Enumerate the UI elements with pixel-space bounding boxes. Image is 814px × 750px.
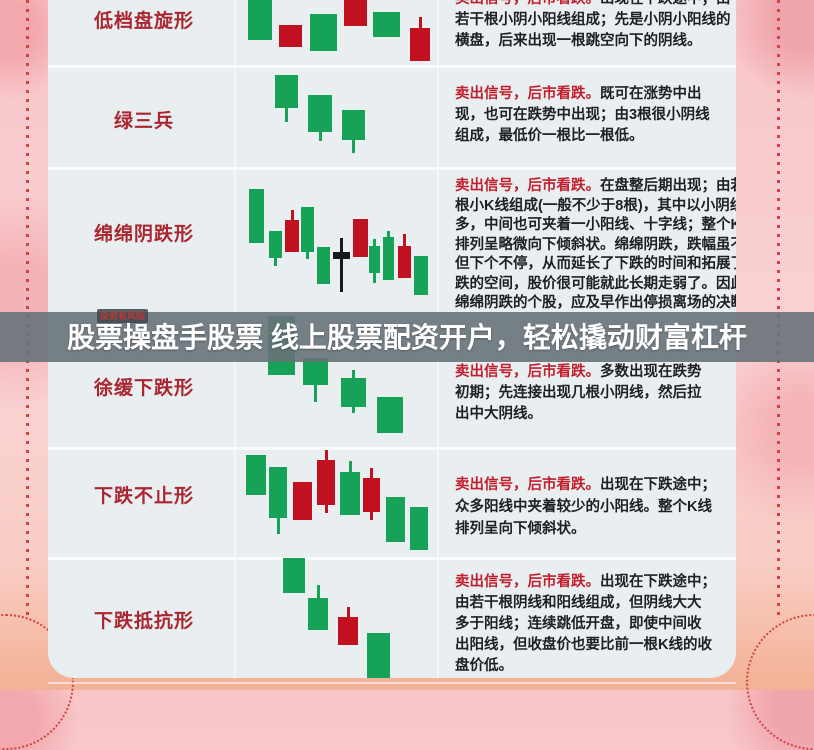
desc-line: 排列呈略微向下倾斜状。绵绵阴跌，跌幅虽不大 [455, 236, 736, 253]
signal-text: 卖出信号，后市看跌。 [455, 0, 600, 7]
pattern-description: 卖出信号，后市看跌。既可在涨势中出 现，也可在跌势中出现；由3根很小阴线 组成，最… [455, 84, 710, 147]
desc-line: 卖出信号，后市看跌。出现在下跌途中； [455, 474, 716, 496]
pattern-name: 徐缓下跌形 [93, 378, 194, 399]
desc-first-line-rest: 出现在下跌途中；由 [600, 0, 731, 7]
desc-line: 排列呈向下倾斜状。 [455, 521, 586, 537]
desc-line: 多，中间也可夹着一小阳线、十字线；整个K线 [455, 217, 736, 233]
pattern-description: 卖出信号，后市看跌。在盘整后期出现；由若干 根小K线组成(一般不少于8根)，其中… [455, 177, 736, 314]
signal-text: 卖出信号，后市看跌。 [455, 364, 600, 380]
table-row: 下跌不止形 卖出信号，后市看跌。出现在下跌途中； 众多阳线中夹着较少的小阳线。整… [48, 450, 736, 560]
pattern-name: 绿三兵 [113, 111, 174, 132]
desc-first-line-rest: 多数出现在跌势 [600, 364, 702, 380]
green-candle [340, 472, 360, 515]
desc-line: 绵绵阴跌的个股，应及早作出停损离场的决断。 [455, 295, 736, 311]
table-row: 下跌抵抗形 卖出信号，后市看跌。出现在下跌途中； 由若干根阴线和阳线组成，但阴线… [48, 558, 736, 678]
green-candle [283, 558, 305, 593]
table-row: 徐缓下跌形 卖出信号，后市看跌。多数出现在跌势 初期；先连接出现几根小阴线，然后… [48, 316, 736, 450]
desc-line: 卖出信号，后市看跌。既可在涨势中出 [455, 84, 710, 105]
red-candle [317, 460, 335, 505]
doji-cross-wick [340, 238, 343, 292]
table-row: 绿三兵 卖出信号，后市看跌。既可在涨势中出 现，也可在跌势中出现；由3根很小阴线… [48, 68, 736, 170]
table-row: 低档盘旋形 卖出信号，后市看跌。出现在下跌途中；由 若干根小阴小阳线组成；先是小… [48, 0, 736, 68]
green-candle [248, 0, 272, 40]
desc-line: 组成，最低价一根比一根低。 [455, 128, 644, 144]
green-candle [386, 497, 405, 542]
pattern-description: 卖出信号，后市看跌。出现在下跌途中；由 若干根小阴小阳线组成；先是小阴小阳线的横… [455, 0, 731, 52]
green-candle [410, 507, 428, 550]
desc-line: 由若干根阴线和阳线组成，但阴线大大 [455, 595, 702, 611]
desc-line: 卖出信号，后市看跌。出现在下跌途中；由 [455, 0, 731, 10]
desc-line: 出中大阴线。 [455, 406, 542, 422]
desc-line: 横盘，后来出现一根跳空向下的阴线。 [455, 33, 702, 49]
green-candle [414, 256, 428, 295]
promo-banner: 投资有风险 股票操盘手股票 线上股票配资开户，轻松撬动财富杠杆 [0, 309, 814, 362]
green-candle [246, 455, 266, 495]
pattern-name: 下跌不止形 [93, 486, 194, 507]
desc-first-line-rest: 出现在下跌途中； [600, 477, 716, 493]
left-dotted-divider [26, 0, 29, 620]
signal-text: 卖出信号，后市看跌。 [455, 178, 600, 194]
green-candle [301, 207, 314, 252]
red-candle [344, 0, 367, 26]
green-candle [377, 397, 403, 433]
red-candle [279, 25, 302, 47]
green-candle [308, 95, 332, 132]
green-candle [373, 12, 400, 37]
desc-line: 但下个不停，从而延长了下跌的时间和拓展了下 [455, 256, 736, 272]
green-candle [249, 189, 264, 243]
pattern-name: 低档盘旋形 [93, 11, 194, 32]
green-candle [308, 598, 328, 630]
green-candle [369, 246, 380, 273]
desc-line: 出阳线，但收盘价也要比前一根K线的收 [455, 637, 712, 653]
green-candle [275, 75, 298, 108]
desc-line: 卖出信号，后市看跌。出现在下跌途中； [455, 572, 716, 593]
red-candle [398, 246, 411, 278]
desc-line: 卖出信号，后市看跌。在盘整后期出现；由若干 [455, 177, 736, 197]
green-candle [383, 237, 394, 280]
red-candle [363, 478, 380, 512]
risk-watermark: 投资有风险 [97, 309, 149, 323]
green-candle [341, 378, 366, 407]
pattern-name: 下跌抵抗形 [93, 611, 194, 632]
pattern-name: 绵绵阴跌形 [93, 224, 194, 245]
green-candle [342, 110, 365, 140]
pattern-description: 卖出信号，后市看跌。出现在下跌途中； 由若干根阴线和阳线组成，但阴线大大 多于阳线… [455, 572, 716, 677]
signal-text: 卖出信号，后市看跌。 [455, 574, 600, 590]
red-candle [410, 28, 430, 61]
signal-text: 卖出信号，后市看跌。 [455, 86, 600, 102]
desc-first-line-rest: 既可在涨势中出 [600, 86, 702, 102]
green-candle [303, 358, 328, 385]
desc-first-line-rest: 出现在下跌途中； [600, 574, 716, 590]
table-row: 绵绵阴跌形 卖出信号，后市看跌。在盘整后期出现；由若干 根小K线组成(一般不少于… [48, 170, 736, 316]
desc-first-line-rest: 在盘整后期出现；由若干 [600, 178, 736, 194]
bottom-right-dotted-arc [746, 614, 814, 750]
banner-text: 股票操盘手股票 线上股票配资开户，轻松撬动财富杠杆 [67, 322, 747, 353]
red-candle [285, 220, 299, 252]
green-candle [269, 231, 282, 258]
desc-line: 若干根小阴小阳线组成；先是小阴小阳线的 [455, 12, 731, 28]
signal-text: 卖出信号，后市看跌。 [455, 477, 600, 493]
right-dotted-divider [777, 0, 780, 620]
red-candle [353, 219, 368, 257]
desc-line: 跌的空间，股价很可能就此长期走弱了。因此对 [455, 275, 736, 292]
desc-line: 盘价低。 [455, 658, 513, 674]
desc-line: 现，也可在跌势中出现；由3根很小阴线 [455, 107, 710, 123]
desc-line: 根小K线组成(一般不少于8根)，其中以小阴线居 [455, 197, 736, 214]
desc-line: 卖出信号，后市看跌。多数出现在跌势 [455, 362, 702, 383]
doji-cross [333, 252, 350, 259]
green-candle [367, 633, 390, 678]
green-candle [269, 467, 287, 518]
bottom-divider [48, 682, 736, 684]
green-candle [317, 247, 330, 284]
desc-line: 初期；先连接出现几根小阴线，然后拉 [455, 385, 702, 401]
pattern-description: 卖出信号，后市看跌。出现在下跌途中； 众多阳线中夹着较少的小阳线。整个K线 排列呈… [455, 474, 716, 540]
red-candle [293, 482, 312, 520]
desc-line: 众多阳线中夹着较少的小阳线。整个K线 [455, 499, 712, 515]
red-candle [338, 617, 358, 645]
green-candle [310, 14, 337, 51]
pattern-description: 卖出信号，后市看跌。多数出现在跌势 初期；先连接出现几根小阴线，然后拉 出中大阴线… [455, 362, 702, 425]
desc-line: 多于阳线；连续跳低开盘，即使中间收 [455, 616, 702, 632]
